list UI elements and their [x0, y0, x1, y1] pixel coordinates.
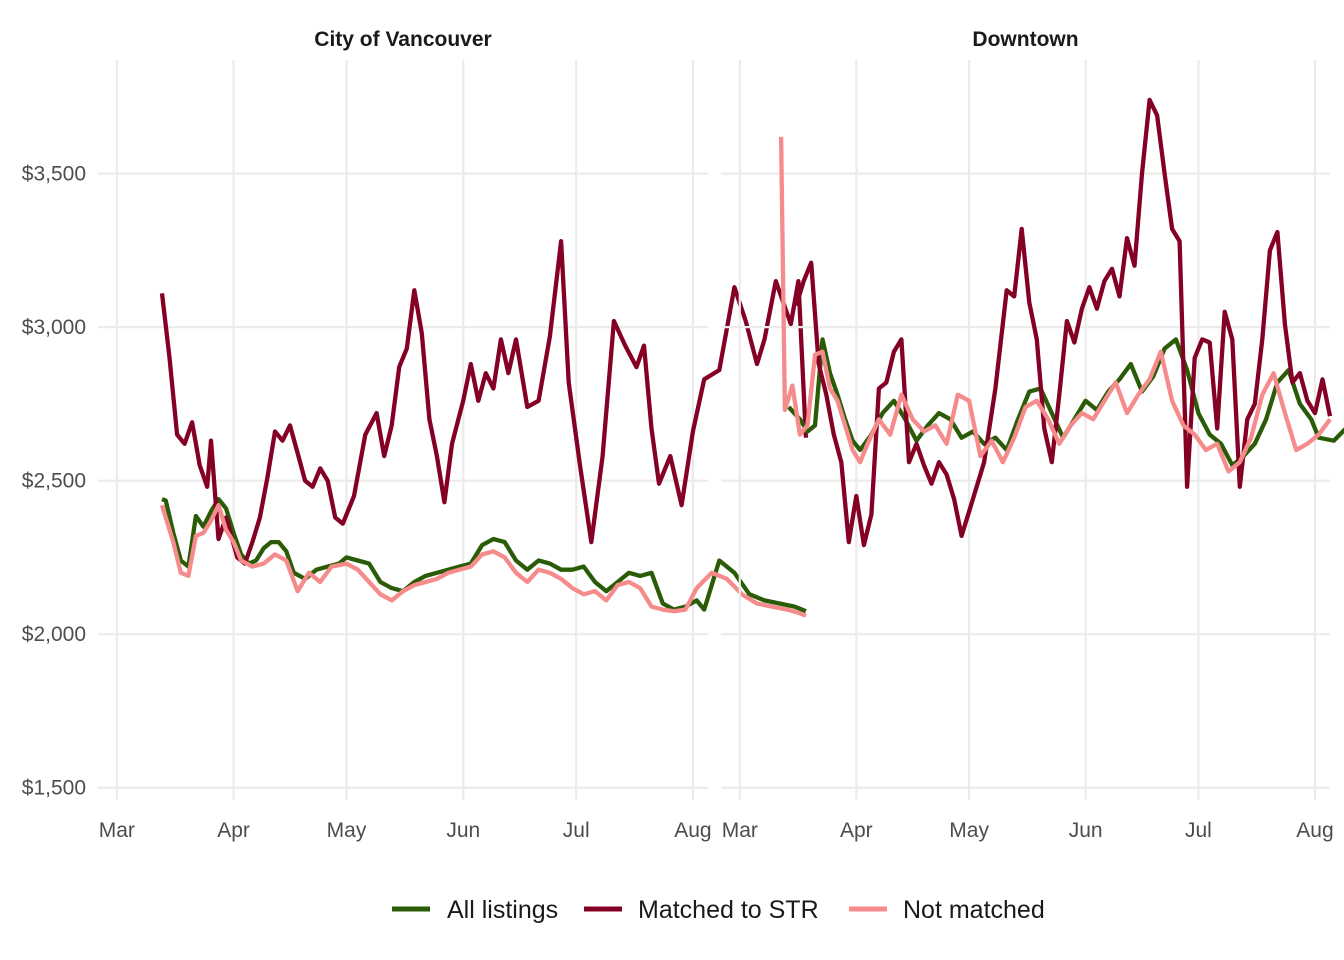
x-tick-label: Jun — [1069, 819, 1103, 842]
panel-title: Downtown — [972, 28, 1078, 51]
panel-city-of-vancouver: City of Vancouver Mar Apr May Jun Jul Aug — [98, 28, 809, 842]
x-tick-label: Aug — [1296, 819, 1333, 842]
series-line-not-matched — [159, 503, 807, 618]
x-tick-label: Mar — [99, 819, 135, 842]
series-line-all-listings — [161, 496, 807, 614]
x-tick-label: Jul — [1185, 819, 1212, 842]
x-tick-label: Mar — [722, 819, 758, 842]
legend-item: Not matched — [849, 896, 1045, 924]
legend-label: Matched to STR — [638, 896, 819, 924]
series-line-matched-to-str — [159, 239, 809, 566]
x-tick-label: Jul — [563, 819, 590, 842]
series-line-not-matched — [778, 136, 1332, 474]
y-tick-label: $2,000 — [22, 623, 86, 646]
panel-downtown: Downtown Mar Apr May Jun Jul Aug — [721, 28, 1344, 842]
series-line-matched-to-str — [794, 97, 1333, 548]
y-tick-label: $3,500 — [22, 163, 86, 186]
panels: $1,500 $2,000 $2,500 $3,000 $3,500 City of Va… — [22, 28, 1344, 842]
legend-label: All listings — [447, 896, 558, 924]
legend-label: Not matched — [903, 896, 1045, 924]
x-tick-label: Apr — [840, 819, 873, 842]
x-tick-label: Apr — [217, 819, 250, 842]
legend-item: Matched to STR — [584, 896, 819, 924]
x-tick-label: Jun — [446, 819, 480, 842]
x-tick-label: May — [949, 819, 989, 842]
y-tick-label: $1,500 — [22, 777, 86, 800]
x-tick-label: Aug — [674, 819, 711, 842]
legend: All listings Matched to STR Not matched — [392, 896, 1045, 924]
panel-title: City of Vancouver — [314, 28, 491, 51]
x-tick-label: May — [327, 819, 367, 842]
y-tick-label: $2,500 — [22, 470, 86, 493]
y-tick-label: $3,000 — [22, 316, 86, 339]
legend-item: All listings — [392, 896, 558, 924]
